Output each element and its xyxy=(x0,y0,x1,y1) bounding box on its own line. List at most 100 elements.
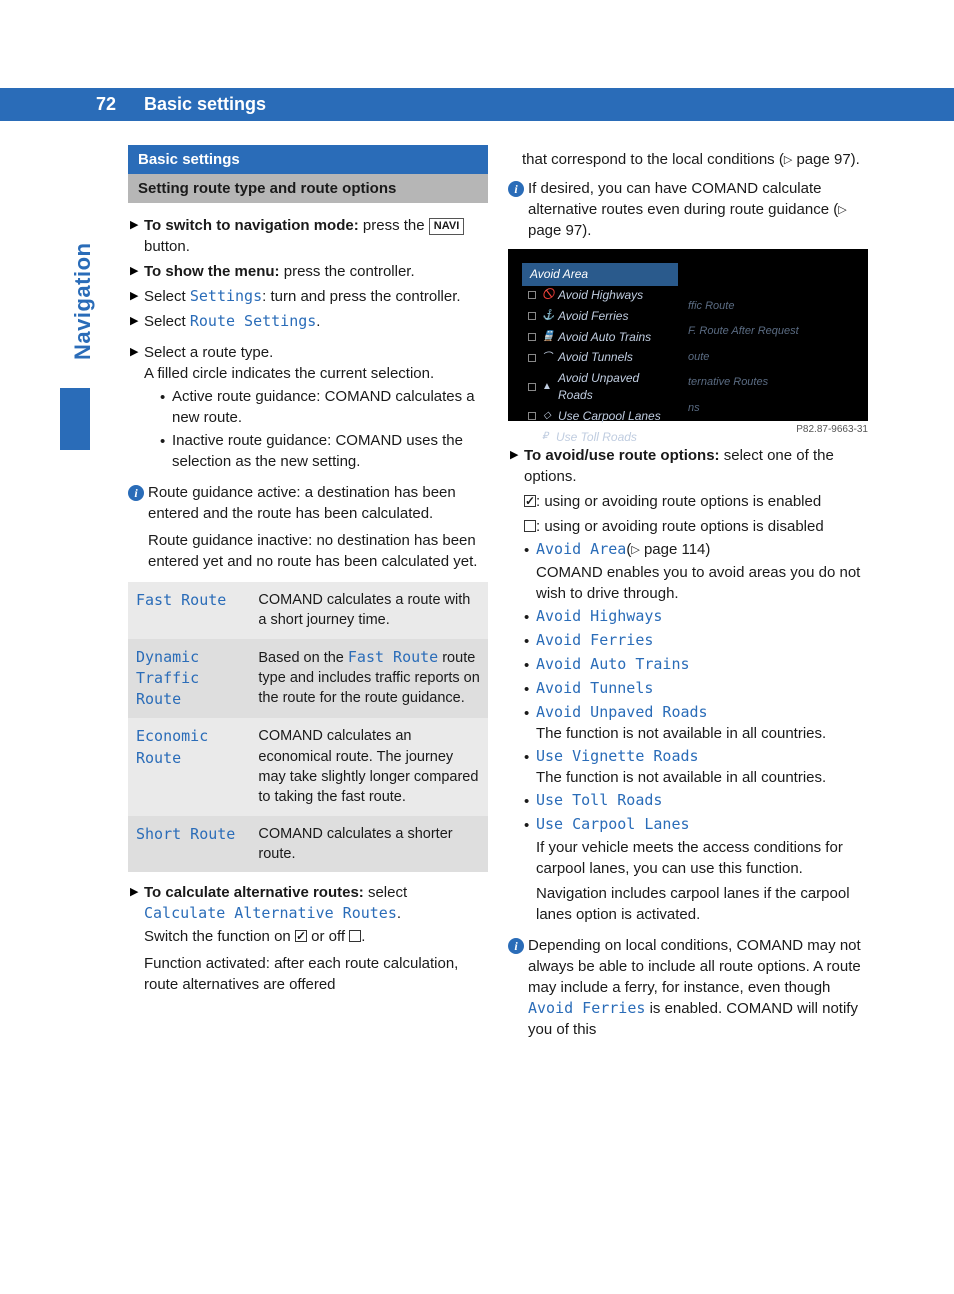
info-body: Depending on local conditions, COMAND ma… xyxy=(528,935,868,1040)
step-nav-mode: ▶ To switch to navigation mode: press th… xyxy=(128,215,488,257)
bullet-icon: • xyxy=(524,678,536,700)
shot-row-icon: 🚆 xyxy=(542,330,552,344)
cmd-avoid-area: Avoid Area xyxy=(536,540,626,558)
shot-row-label: Avoid Tunnels xyxy=(558,349,633,366)
table-row: Economic Route COMAND calculates an econ… xyxy=(128,718,488,815)
shot-checkbox-icon xyxy=(528,383,536,391)
option-state: : using or avoiding route options is dis… xyxy=(524,516,868,537)
bullet-icon: • xyxy=(160,430,172,472)
shot-checkbox-icon xyxy=(528,291,536,299)
step-body: Select Settings: turn and press the cont… xyxy=(144,286,488,307)
shot-checkbox-icon xyxy=(528,354,536,362)
bullet-icon: • xyxy=(524,814,536,925)
shot-right-text: ns xyxy=(688,401,858,416)
bullet-text: Active route guidance: COMAND calculates… xyxy=(172,386,488,428)
section-heading-blue: Basic settings xyxy=(128,145,488,174)
info-icon: i xyxy=(508,178,528,241)
option-bullet: •Avoid Highways xyxy=(524,606,868,628)
triangle-icon: ▶ xyxy=(130,261,144,282)
shot-list: 🚫Avoid Highways ⚓Avoid Ferries 🚆Avoid Au… xyxy=(522,285,678,447)
left-column: Basic settings Setting route type and ro… xyxy=(128,145,488,1048)
step-text: button. xyxy=(144,238,190,255)
cmd-avoid-ferries: Avoid Ferries xyxy=(528,999,645,1017)
shot-right-panel: ffic Route F. Route After Request oute t… xyxy=(688,289,858,426)
option-bullet: •Use Toll Roads xyxy=(524,790,868,812)
shot-right-text: F. Route After Request xyxy=(688,324,858,339)
comand-screenshot: Avoid Area 🚫Avoid Highways ⚓Avoid Ferrie… xyxy=(508,249,868,421)
table-row: Fast Route COMAND calculates a route wit… xyxy=(128,582,488,639)
step-text: Function activated: after each route cal… xyxy=(144,953,488,995)
step-text: select xyxy=(364,884,407,901)
step-label: To switch to navigation mode: xyxy=(144,217,359,234)
step-select-settings: ▶ Select Settings: turn and press the co… xyxy=(128,286,488,307)
option-bullet: •Avoid Auto Trains xyxy=(524,654,868,676)
cmd-calc-alt: Calculate Alternative Routes xyxy=(144,904,397,922)
bullet-icon: • xyxy=(160,386,172,428)
cmd-route-settings: Route Settings xyxy=(190,312,316,330)
triangle-icon: ▶ xyxy=(510,445,524,927)
route-name: Short Route xyxy=(136,825,235,843)
cmd-avoid-unpaved: Avoid Unpaved Roads xyxy=(536,703,708,721)
triangle-icon: ▶ xyxy=(130,342,144,474)
cmd-avoid-highways: Avoid Highways xyxy=(536,607,662,625)
bullet-body: Use Carpool LanesIf your vehicle meets t… xyxy=(536,814,868,925)
shot-row-icon: ▲ xyxy=(542,380,552,394)
option-bullet: •Avoid Ferries xyxy=(524,630,868,652)
header-bar: 72 Basic settings xyxy=(0,88,954,121)
continuation-text: that correspond to the local conditions … xyxy=(522,149,868,170)
bullet-text: Inactive route guidance: COMAND uses the… xyxy=(172,430,488,472)
shot-row: 🚆 Avoid Auto Trains xyxy=(522,327,678,348)
info-icon: i xyxy=(128,482,148,572)
text: The function is not available in all cou… xyxy=(536,723,826,744)
step-text: press the xyxy=(359,217,429,234)
text: or off xyxy=(307,928,349,945)
page: 72 Basic settings Navigation Basic setti… xyxy=(0,0,954,1294)
info-text: Depending on local conditions, COMAND ma… xyxy=(528,937,861,996)
bullet-icon: • xyxy=(524,654,536,676)
page-number: 72 xyxy=(0,88,128,121)
shot-right-text: ternative Routes xyxy=(688,375,858,390)
bullet-body: Avoid Area(▷ page 114)COMAND enables you… xyxy=(536,539,868,604)
checkbox-off-icon xyxy=(349,930,361,942)
cmd-use-carpool: Use Carpool Lanes xyxy=(536,815,690,833)
side-tab-mark xyxy=(60,388,90,450)
cmd-avoid-auto-trains: Avoid Auto Trains xyxy=(536,655,690,673)
bullet-icon: • xyxy=(524,539,536,604)
info-text: If desired, you can have COMAND calculat… xyxy=(528,180,838,218)
shot-right-text: oute xyxy=(688,350,858,365)
shot-row: ▲Avoid Unpaved Roads xyxy=(522,368,678,406)
sub-bullet: • Inactive route guidance: COMAND uses t… xyxy=(160,430,488,472)
step-show-menu: ▶ To show the menu: press the controller… xyxy=(128,261,488,282)
sub-bullet: • Active route guidance: COMAND calculat… xyxy=(160,386,488,428)
step-text: . xyxy=(397,905,401,922)
triangle-icon: ▶ xyxy=(130,311,144,332)
bullet-icon: • xyxy=(524,790,536,812)
shot-checkbox-icon xyxy=(528,333,536,341)
step-text: A filled circle indicates the current se… xyxy=(144,363,488,384)
step-text: . xyxy=(316,313,320,330)
step-body: Select Route Settings. xyxy=(144,311,488,332)
checkbox-off-icon xyxy=(524,520,536,532)
step-label: To calculate alternative routes: xyxy=(144,884,364,901)
pageref-icon: ▷ xyxy=(838,204,846,216)
route-desc: COMAND calculates a shorter route. xyxy=(250,816,488,873)
cmd-avoid-tunnels: Avoid Tunnels xyxy=(536,679,653,697)
shot-row-icon: ⚓ xyxy=(542,309,552,323)
triangle-icon: ▶ xyxy=(130,882,144,995)
text: Navigation includes carpool lanes if the… xyxy=(536,883,868,925)
route-name: Economic Route xyxy=(136,727,208,766)
shot-row-icon: 🚫 xyxy=(542,288,552,302)
shot-row-label: Avoid Auto Trains xyxy=(558,329,651,346)
route-desc: COMAND calculates an economical route. T… xyxy=(250,718,488,815)
shot-row: ⌒ Avoid Tunnels xyxy=(522,347,678,368)
cmd-settings: Settings xyxy=(190,287,262,305)
text: Switch the function on xyxy=(144,928,295,945)
shot-row-icon: ⌒ xyxy=(542,351,552,365)
step-text: press the controller. xyxy=(280,263,415,280)
route-name: Dynamic Traffic Route xyxy=(136,648,199,709)
text: . xyxy=(361,928,365,945)
shot-row-icon: ₽ xyxy=(540,430,550,444)
triangle-icon: ▶ xyxy=(130,215,144,257)
shot-row-label: Use Toll Roads xyxy=(556,429,637,446)
checkbox-on-icon xyxy=(524,495,536,507)
